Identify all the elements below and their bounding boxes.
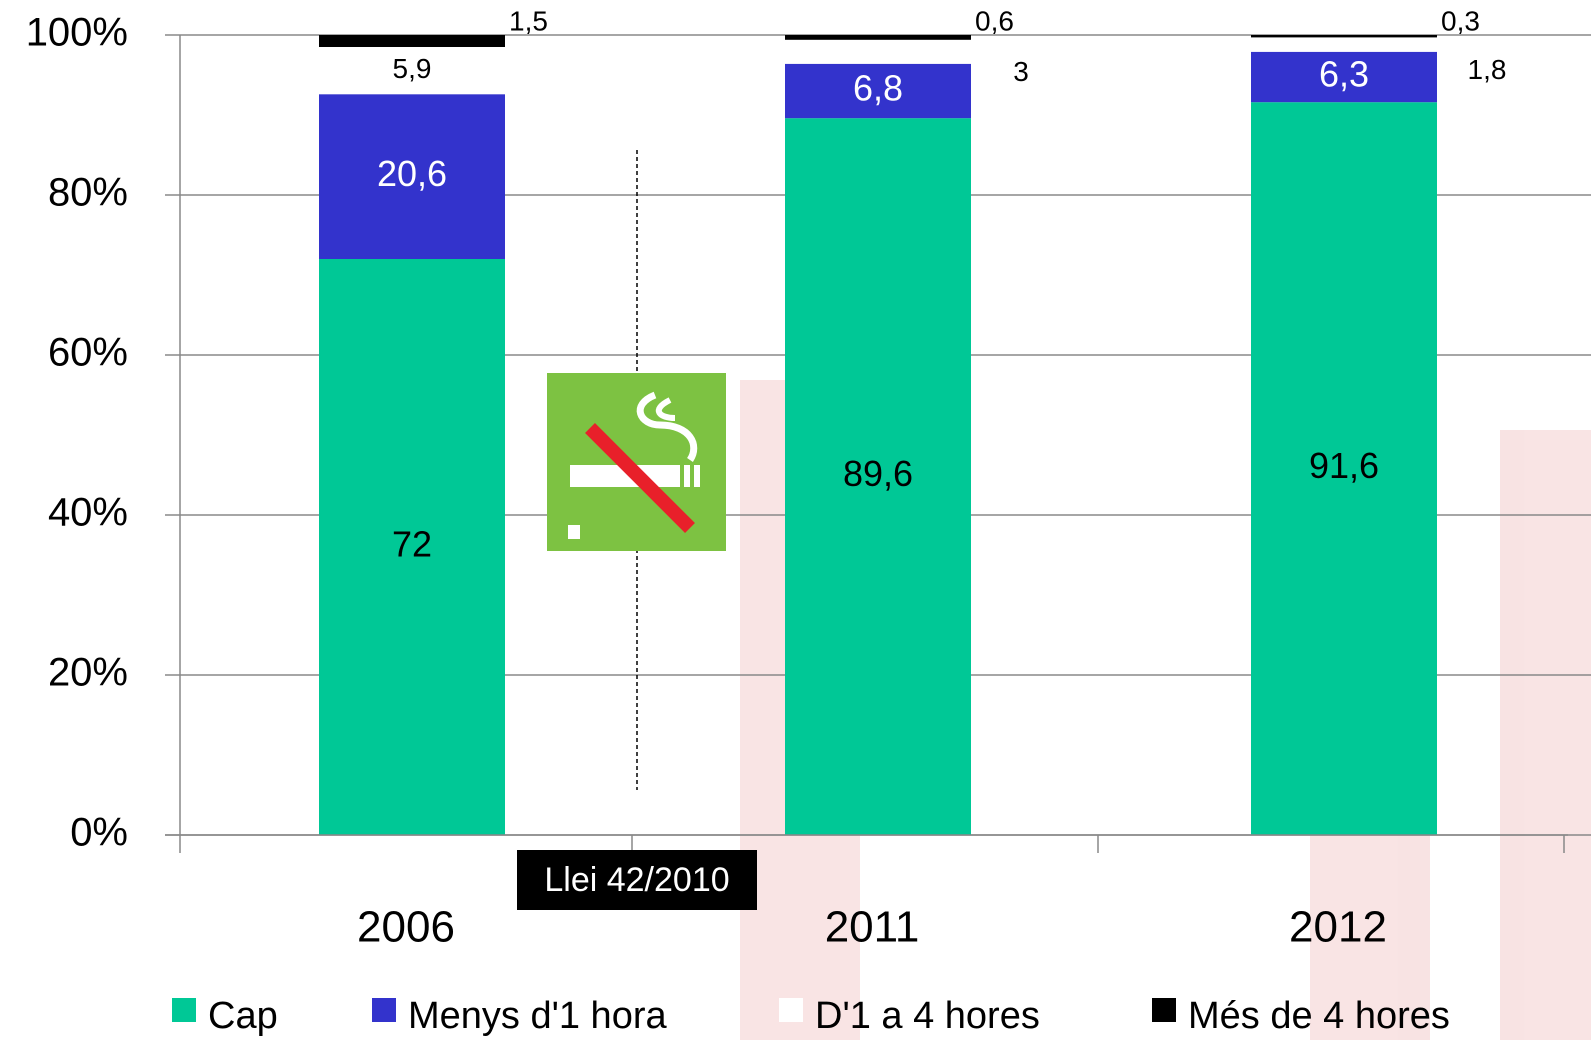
y-tick-label: 60% [48,331,128,375]
y-tick-label: 20% [48,651,128,695]
bar-segment [319,94,505,259]
data-label: 89,6 [843,453,913,494]
bar-segment [319,35,505,47]
data-label: 0,3 [1441,5,1480,36]
bar-segment [1251,35,1437,38]
y-tick-label: 100% [26,11,128,55]
data-label: 72 [392,524,432,565]
x-tick-label: 2012 [1289,903,1387,952]
bar-segment [319,47,505,95]
data-label: 1,5 [509,5,548,36]
bar-segment [1251,51,1437,103]
legend-swatch [1152,998,1176,1022]
legend-label: Menys d'1 hora [408,995,667,1037]
x-tick-label: 2006 [357,903,455,952]
legend-label: Cap [208,995,278,1037]
data-label: 1,8 [1468,54,1507,85]
data-label: 5,9 [393,53,432,84]
bar-segment [1251,102,1437,835]
annotation: Llei 42/2010 [544,861,729,899]
data-label: 20,6 [377,153,447,194]
data-label: 0,6 [975,5,1014,36]
bar-segment [785,35,971,40]
legend-swatch [779,998,803,1022]
legend-swatch [172,998,196,1022]
bar-segment [319,259,505,835]
data-label: 6,8 [853,68,903,109]
bar-segment [785,39,971,64]
data-label: 3 [1013,56,1029,87]
data-label: 91,6 [1309,445,1379,486]
y-tick-label: 0% [70,811,128,855]
legend-label: D'1 a 4 hores [815,995,1040,1037]
y-tick-label: 40% [48,491,128,535]
bar-segment [785,118,971,835]
no-smoking-icon [547,373,726,551]
annotation-box: Llei 42/2010 [517,850,757,910]
data-label: 6,3 [1319,54,1369,95]
legend-swatch [372,998,396,1022]
y-tick-label: 80% [48,171,128,215]
x-tick-label: 2011 [825,903,920,952]
bar-segment [1251,37,1437,52]
bar-segment [785,63,971,119]
legend-label: Més de 4 hores [1188,995,1450,1037]
